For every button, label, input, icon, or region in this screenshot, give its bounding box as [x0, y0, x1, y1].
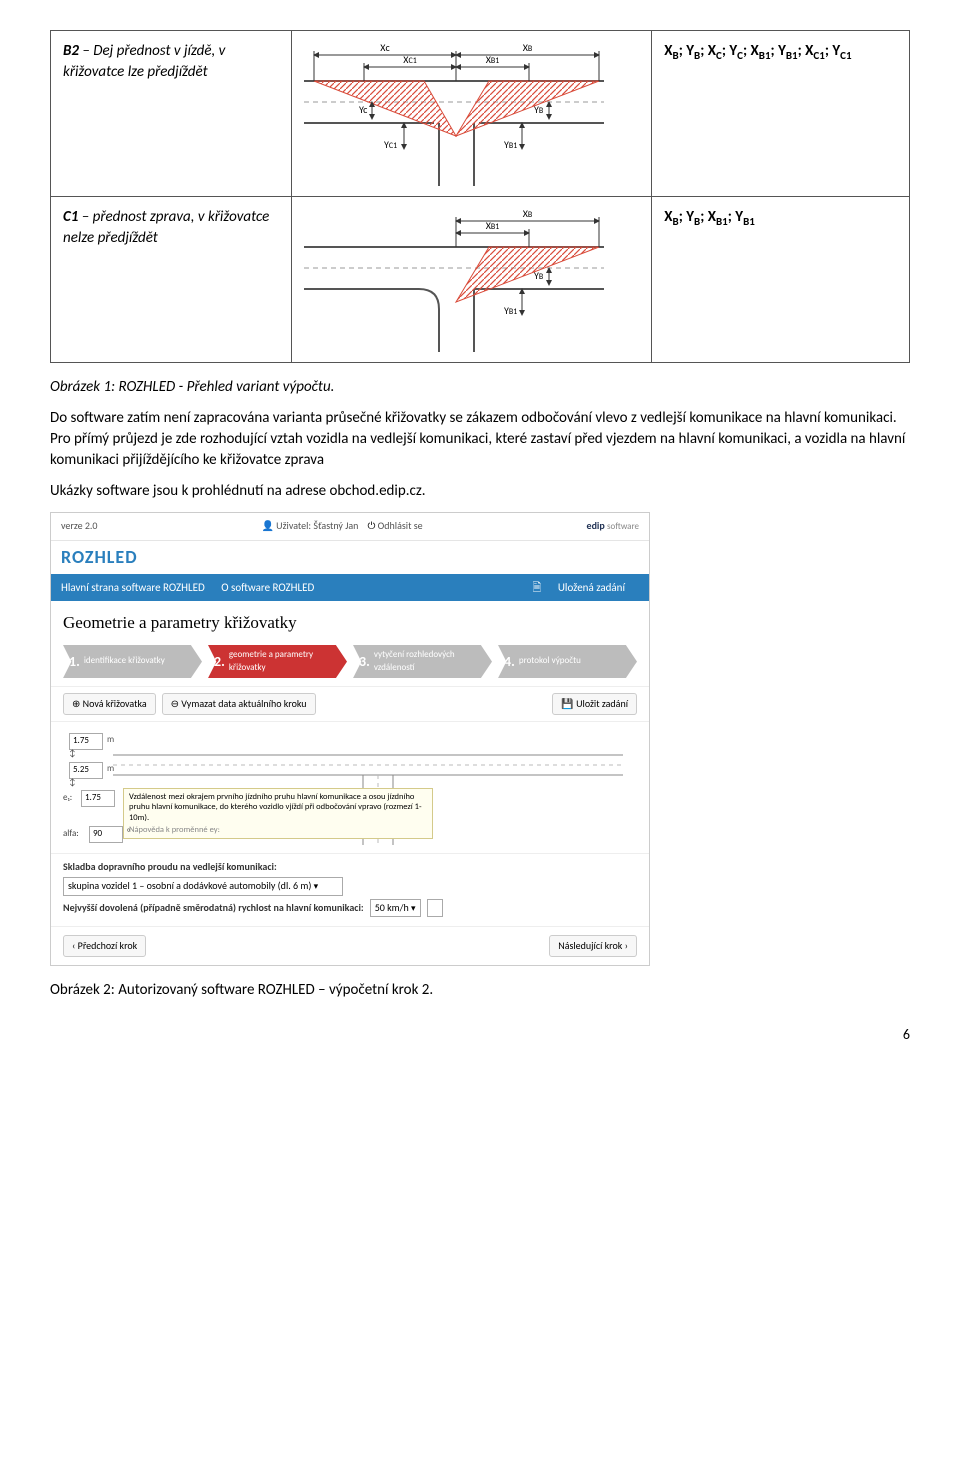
chevron-down-icon: ▾: [314, 881, 319, 892]
row-desc: B2 – Dej přednost v jízdě, v křižovatce …: [51, 31, 292, 197]
input-e1[interactable]: 1.75: [81, 790, 115, 807]
chevron-right-icon: ›: [625, 939, 628, 952]
prev-button[interactable]: ‹ Předchozí krok: [63, 935, 146, 957]
nav-home[interactable]: Hlavní strana software ROZHLED: [61, 581, 205, 594]
nav-saved[interactable]: Uložená zadání: [558, 581, 625, 594]
next-button[interactable]: Následující krok ›: [549, 935, 637, 957]
wizard-step-1[interactable]: 1.identifikace křižovatky: [63, 645, 202, 678]
page-number: 6: [50, 1025, 910, 1045]
chevron-left-icon: ‹: [72, 939, 75, 952]
row-diagram: XcXBXC1XB1YcYBYC1YB1: [291, 31, 652, 197]
unit-deg: °: [127, 827, 130, 840]
skladba-select[interactable]: skupina vozidel 1 – osobní a dodávkové a…: [63, 877, 343, 896]
user-label: Uživatel: Šťastný Jan: [276, 519, 358, 532]
prev-label: Předchozí krok: [78, 939, 138, 952]
chev-down-icon: ↕: [69, 748, 76, 761]
clear-label: Vymazat data aktuálního kroku: [181, 697, 306, 710]
rychlost-select[interactable]: 50 km/h ▾: [370, 899, 421, 918]
erase-icon: ⊖: [171, 697, 179, 710]
saved-icon: 🗎: [533, 581, 542, 594]
new-label: Nová křižovatka: [83, 697, 147, 710]
brand-edip: edip: [587, 519, 605, 532]
unit-m-2: m: [107, 763, 114, 776]
diagram-b2: XcXBXC1XB1YcYBYC1YB1: [304, 41, 604, 186]
svg-text:XB: XB: [522, 41, 532, 54]
next-label: Následující krok: [558, 939, 622, 952]
svg-text:YC1: YC1: [384, 138, 397, 151]
rychlost-value: 50 km/h: [375, 901, 409, 914]
svg-text:YB: YB: [534, 269, 544, 282]
tooltip: Vzdálenost mezi okrajem prvního jízdního…: [123, 788, 433, 839]
paragraph-2: Ukázky software jsou k prohlédnutí na ad…: [50, 481, 910, 502]
svg-text:Xc: Xc: [380, 41, 390, 54]
svg-text:Yc: Yc: [359, 103, 368, 116]
wizard-step-4[interactable]: 4.protokol výpočtu: [498, 645, 637, 678]
row-params: XB; YB; XC; YC; XB1; YB1; XC1; YC1: [652, 31, 910, 197]
row-diagram: XBXB1YBYB1: [291, 197, 652, 363]
chevron-down-icon-2: ▾: [411, 903, 416, 914]
chev-down-icon-2: ↕: [69, 777, 76, 790]
row-desc: C1 – přednost zprava, v křižovatce nelze…: [51, 197, 292, 363]
save-button[interactable]: 💾 Uložit zadání: [552, 693, 637, 715]
geometry-canvas: 1.75 m ↕ 5.25 m ↕ e₁: 1.75 Vzdálenost me…: [63, 730, 637, 845]
svg-text:YB1: YB1: [504, 304, 517, 317]
logout-link[interactable]: Odhlásit se: [378, 519, 423, 532]
svg-text:YB1: YB1: [504, 138, 517, 151]
figure-1-caption: Obrázek 1: ROZHLED - Přehled variant výp…: [50, 377, 910, 398]
wizard-step-3[interactable]: 3.vytyčení rozhledových vzdáleností: [353, 645, 492, 678]
variant-table: B2 – Dej přednost v jízdě, v křižovatce …: [50, 30, 910, 363]
alfa-label: alfa:: [63, 828, 79, 841]
svg-text:XB: XB: [522, 207, 532, 220]
brand-rozhled: ROZHLED: [51, 541, 649, 574]
wizard-step-2[interactable]: 2.geometrie a parametry křižovatky: [208, 645, 347, 678]
row-params: XB; YB; XB1; YB1: [652, 197, 910, 363]
plus-icon: ⊕: [72, 697, 80, 710]
save-label: Uložit zadání: [576, 697, 628, 710]
skladba-label: Skladba dopravního proudu na vedlejší ko…: [63, 860, 637, 874]
skladba-value: skupina vozidel 1 – osobní a dodávkové a…: [68, 879, 311, 892]
tooltip-text: Vzdálenost mezi okrajem prvního jízdního…: [129, 792, 427, 823]
user-icon: 👤: [261, 519, 273, 532]
diagram-c1: XBXB1YBYB1: [304, 207, 604, 352]
save-icon: 💾: [561, 697, 573, 710]
section-title: Geometrie a parametry křižovatky: [51, 601, 649, 645]
e1-label: e₁:: [63, 792, 72, 805]
input-alfa[interactable]: 90: [89, 826, 123, 843]
nav-about[interactable]: O software ROZHLED: [221, 581, 314, 594]
new-button[interactable]: ⊕ Nová křižovatka: [63, 693, 156, 715]
version-label: verze 2.0: [61, 519, 98, 533]
logout-icon: ⏻: [367, 519, 375, 532]
clear-button[interactable]: ⊖ Vymazat data aktuálního kroku: [162, 693, 316, 715]
rychlost-label: Nejvyšší dovolená (případně směrodatná) …: [63, 901, 364, 915]
unit-m-1: m: [107, 734, 114, 747]
brand-software: software: [607, 521, 639, 532]
app-screenshot: verze 2.0 👤 Uživatel: Šťastný Jan ⏻ Odhl…: [50, 512, 650, 966]
figure-2-caption: Obrázek 2: Autorizovaný software ROZHLED…: [50, 980, 910, 1001]
rychlost-aux[interactable]: [427, 899, 444, 917]
tooltip-sub: Nápověda k proměnné ey:: [129, 825, 427, 835]
paragraph-1: Do software zatím není zapracována varia…: [50, 408, 910, 471]
